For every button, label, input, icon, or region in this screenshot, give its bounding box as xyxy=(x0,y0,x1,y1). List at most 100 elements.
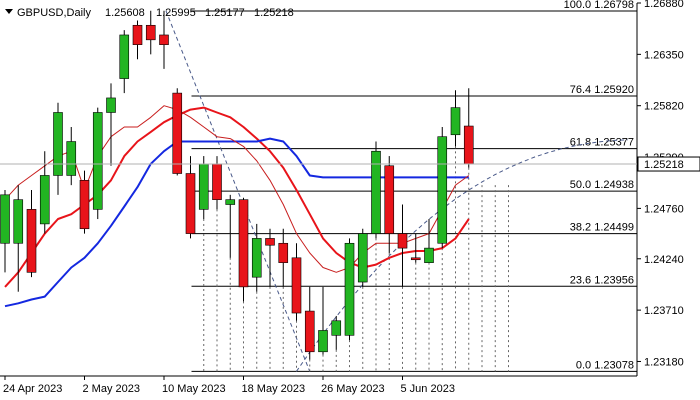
date-tick-label: 18 May 2023 xyxy=(242,383,306,395)
bear-candle-body xyxy=(145,24,156,41)
price-tick-label: 1.26350 xyxy=(644,49,684,61)
candle xyxy=(132,20,143,60)
fib-level-label: 50.0 1.24938 xyxy=(570,179,634,191)
bull-candle-body xyxy=(450,107,461,136)
bear-candle-body xyxy=(384,165,395,234)
fib-level-label: 76.4 1.25920 xyxy=(570,84,634,96)
bear-candle-body xyxy=(291,257,302,314)
candle xyxy=(384,156,395,253)
bull-candle-body xyxy=(357,233,368,283)
candle xyxy=(145,10,156,55)
candle xyxy=(265,228,275,287)
candle xyxy=(79,170,90,234)
bear-candle-body xyxy=(304,310,315,353)
candle xyxy=(66,127,77,186)
bull-candle-body xyxy=(318,330,328,353)
candle xyxy=(450,90,461,147)
ohlc-low: 1.25177 xyxy=(205,7,245,19)
bull-candle-body xyxy=(119,34,130,79)
fib-level-label: 0.0 1.23078 xyxy=(576,359,634,371)
bear-candle-body xyxy=(397,233,408,249)
bear-candle-body xyxy=(159,34,169,45)
price-tick-label: 1.23710 xyxy=(644,305,684,317)
bear-candle-body xyxy=(238,199,249,288)
candle xyxy=(172,88,183,176)
candle xyxy=(344,238,355,341)
candle xyxy=(397,204,408,287)
date-tick-label: 5 Jun 2023 xyxy=(401,383,455,395)
candle xyxy=(304,286,315,360)
candle xyxy=(39,151,50,234)
bear-candle-body xyxy=(172,92,183,174)
bull-candle-body xyxy=(92,112,103,210)
candle xyxy=(291,243,302,321)
bear-candle-body xyxy=(278,242,289,263)
bull-candle-body xyxy=(106,97,116,113)
fib-trendline xyxy=(165,10,311,372)
bear-candle-body xyxy=(185,173,196,234)
bull-candle-body xyxy=(13,199,24,244)
fib-level-label: 38.2 1.24499 xyxy=(570,222,634,234)
candle xyxy=(53,102,63,195)
ohlc-high: 1.25995 xyxy=(156,7,196,19)
candle xyxy=(410,233,421,263)
candle xyxy=(424,219,434,263)
candle xyxy=(185,156,196,239)
bull-candle-body xyxy=(66,141,77,176)
candle xyxy=(318,286,328,355)
bear-candle-body xyxy=(79,179,90,230)
candle xyxy=(106,83,116,166)
bear-candle-body xyxy=(265,238,275,246)
fib-level-label: 100.0 1.26798 xyxy=(564,0,634,11)
bull-candle-body xyxy=(0,194,10,244)
bull-candle-body xyxy=(53,112,63,176)
bull-candle-body xyxy=(437,136,448,244)
bull-candle-body xyxy=(39,175,50,225)
fib-level-label: 23.6 1.23956 xyxy=(570,274,634,286)
candle xyxy=(0,189,10,273)
symbol-label: GBPUSD,Daily xyxy=(17,7,91,19)
indicator-series-line xyxy=(4,106,470,288)
bull-candle-body xyxy=(424,247,434,263)
candle xyxy=(331,315,342,350)
fib-level-label: 61.8 1.25377 xyxy=(570,137,634,149)
candle xyxy=(238,197,249,302)
bull-candle-body xyxy=(371,150,381,234)
candle xyxy=(119,30,130,94)
date-tick-label: 26 May 2023 xyxy=(321,383,385,395)
date-tick-label: 2 May 2023 xyxy=(83,383,140,395)
bull-candle-body xyxy=(198,163,209,210)
candle xyxy=(13,185,24,292)
axes xyxy=(0,3,638,377)
candle xyxy=(198,156,209,220)
chart-header: GBPUSD,Daily 1.25608 1.25995 1.25177 1.2… xyxy=(5,7,294,19)
ohlc-close: 1.25218 xyxy=(254,7,294,19)
bear-candle-body xyxy=(463,125,474,165)
date-tick-label: 24 Apr 2023 xyxy=(3,383,62,395)
candle xyxy=(371,141,381,239)
fibonacci-levels: 100.0 1.26798 76.4 1.25920 61.8 1.25377 50.… xyxy=(165,0,637,372)
candle xyxy=(92,107,103,220)
indicator-lines xyxy=(4,105,470,308)
candle xyxy=(251,223,262,292)
candle xyxy=(437,127,448,249)
symbol-dropdown-icon[interactable] xyxy=(5,9,13,14)
candle xyxy=(26,189,37,278)
ohlc-open: 1.25608 xyxy=(105,7,145,19)
price-tick-label: 1.25820 xyxy=(644,101,684,113)
bull-candle-body xyxy=(344,242,355,336)
bear-candle-body xyxy=(132,24,143,45)
date-tick-label: 10 May 2023 xyxy=(162,383,226,395)
price-tick-label: 1.23180 xyxy=(644,356,684,368)
price-tick-label: 1.24240 xyxy=(644,254,684,266)
current-price-box xyxy=(637,156,700,172)
bull-candle-body xyxy=(251,238,262,278)
bull-candle-body xyxy=(225,199,236,205)
bear-candle-body xyxy=(410,257,421,261)
candle xyxy=(159,10,169,69)
price-tick-label: 1.24760 xyxy=(644,203,684,215)
bull-candle-body xyxy=(331,320,342,336)
